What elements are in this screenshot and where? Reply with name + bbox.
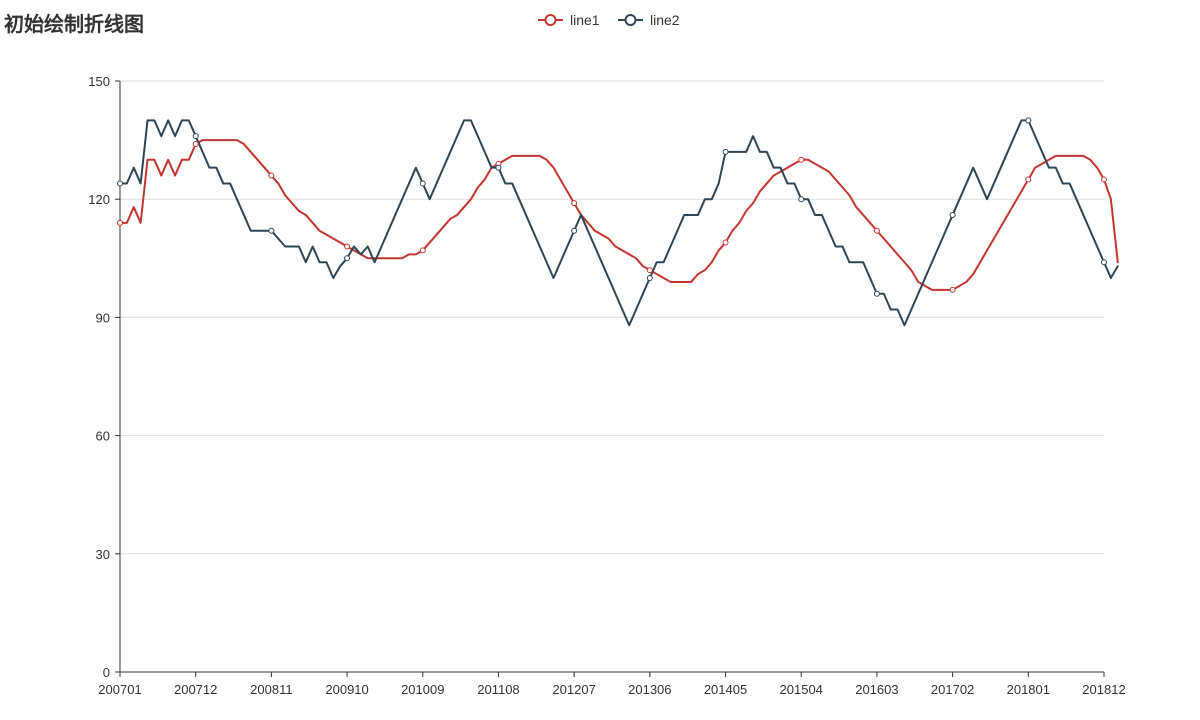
y-tick-label: 30 [96, 547, 110, 562]
x-tick-label: 201812 [1082, 682, 1125, 697]
data-point-line1 [117, 219, 123, 226]
x-tick-label: 201702 [931, 682, 974, 697]
y-tick-label: 60 [96, 429, 110, 444]
x-tick-label: 200701 [98, 682, 141, 697]
x-tick-label: 201405 [704, 682, 747, 697]
legend-label-line2: line2 [650, 12, 680, 28]
legend-label-line1: line1 [570, 12, 600, 28]
data-point-line2 [571, 227, 578, 234]
x-tick-label: 201207 [552, 682, 595, 697]
x-tick-label: 200712 [174, 682, 217, 697]
x-tick-label: 201801 [1007, 682, 1050, 697]
data-point-line1 [949, 286, 956, 293]
data-point-line1 [268, 172, 275, 179]
data-point-line2 [344, 255, 351, 262]
x-tick-label: 200910 [325, 682, 368, 697]
series-line-line2 [119, 119, 1119, 327]
series-lines [119, 119, 1119, 327]
data-point-line2 [1101, 259, 1107, 266]
data-point-line1 [419, 247, 426, 254]
data-point-line2 [495, 164, 502, 171]
series-line-line1 [119, 139, 1119, 291]
data-point-line2 [949, 211, 956, 218]
data-point-line2 [722, 148, 729, 155]
y-tick-label: 0 [103, 665, 110, 680]
data-point-line2 [419, 180, 426, 187]
data-point-line1 [646, 267, 653, 274]
data-point-line1 [798, 156, 805, 163]
data-point-line1 [1025, 176, 1032, 183]
data-point-line2 [873, 290, 880, 297]
data-point-line1 [873, 227, 880, 234]
x-tick-label: 201306 [628, 682, 671, 697]
legend-item-line1[interactable]: line1 [538, 12, 600, 28]
y-tick-label: 120 [88, 192, 110, 207]
series-markers [117, 117, 1107, 297]
legend[interactable]: line1 line2 [538, 12, 680, 28]
chart-title: 初始绘制折线图 [4, 12, 144, 36]
legend-marker-line2 [624, 14, 637, 26]
x-tick-label: 201108 [477, 682, 519, 697]
data-point-line2 [1025, 117, 1032, 124]
data-point-line2 [798, 196, 805, 203]
grid-lines [120, 80, 1104, 555]
x-tick-label: 201504 [780, 682, 823, 697]
data-point-line2 [192, 133, 199, 140]
data-point-line1 [344, 243, 351, 250]
y-tick-label: 90 [96, 310, 110, 325]
data-point-line1 [1101, 176, 1107, 183]
data-point-line1 [192, 141, 199, 148]
x-tick-label: 200811 [250, 682, 292, 697]
data-point-line2 [646, 275, 653, 281]
legend-item-line2[interactable]: line2 [618, 12, 680, 28]
axes: 0 30 60 90 120 150 200701 200712 200811 200910 201… [88, 74, 1125, 697]
data-point-line1 [571, 200, 578, 207]
y-tick-label: 150 [88, 74, 110, 89]
x-tick-label: 201603 [855, 682, 898, 697]
data-point-line2 [268, 227, 275, 234]
legend-marker-line1 [544, 14, 557, 26]
data-point-line1 [722, 239, 729, 246]
data-point-line2 [117, 180, 123, 187]
x-tick-label: 201009 [401, 682, 444, 697]
